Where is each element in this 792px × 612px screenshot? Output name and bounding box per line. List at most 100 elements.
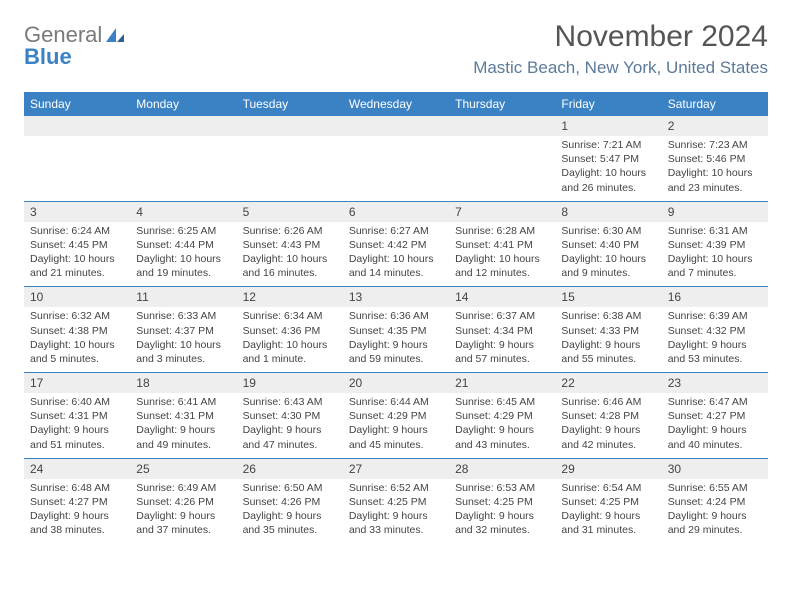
day-sr: Sunrise: 6:46 AM (561, 395, 655, 409)
day-d2: and 32 minutes. (455, 523, 549, 537)
day-header: Wednesday (343, 92, 449, 116)
page-header: General Blue November 2024 Mastic Beach,… (24, 20, 768, 78)
day-d2: and 40 minutes. (668, 438, 762, 452)
day-sr: Sunrise: 7:23 AM (668, 138, 762, 152)
day-sr: Sunrise: 6:36 AM (349, 309, 443, 323)
day-data-cell: Sunrise: 6:44 AMSunset: 4:29 PMDaylight:… (343, 393, 449, 458)
day-d2: and 5 minutes. (30, 352, 124, 366)
day-ss: Sunset: 4:42 PM (349, 238, 443, 252)
day-d1: Daylight: 9 hours (349, 338, 443, 352)
day-header: Sunday (24, 92, 130, 116)
day-ss: Sunset: 4:32 PM (668, 324, 762, 338)
day-data-cell: Sunrise: 6:25 AMSunset: 4:44 PMDaylight:… (130, 222, 236, 287)
day-ss: Sunset: 4:40 PM (561, 238, 655, 252)
day-d2: and 33 minutes. (349, 523, 443, 537)
day-d2: and 37 minutes. (136, 523, 230, 537)
day-d1: Daylight: 10 hours (561, 166, 655, 180)
day-number-cell: 30 (662, 458, 768, 479)
day-d1: Daylight: 10 hours (136, 338, 230, 352)
day-number-cell: 1 (555, 116, 661, 136)
day-d1: Daylight: 9 hours (668, 509, 762, 523)
day-ss: Sunset: 4:37 PM (136, 324, 230, 338)
day-data-cell: Sunrise: 6:32 AMSunset: 4:38 PMDaylight:… (24, 307, 130, 372)
day-d2: and 45 minutes. (349, 438, 443, 452)
day-number-cell: 22 (555, 373, 661, 394)
day-d1: Daylight: 9 hours (136, 423, 230, 437)
day-data-cell: Sunrise: 6:46 AMSunset: 4:28 PMDaylight:… (555, 393, 661, 458)
day-sr: Sunrise: 6:43 AM (243, 395, 337, 409)
day-d1: Daylight: 10 hours (668, 252, 762, 266)
day-d2: and 51 minutes. (30, 438, 124, 452)
day-number-cell: 13 (343, 287, 449, 308)
day-data-cell: Sunrise: 6:50 AMSunset: 4:26 PMDaylight:… (237, 479, 343, 544)
day-d2: and 35 minutes. (243, 523, 337, 537)
day-d1: Daylight: 9 hours (455, 509, 549, 523)
week-number-row: 24252627282930 (24, 458, 768, 479)
day-data-cell: Sunrise: 6:55 AMSunset: 4:24 PMDaylight:… (662, 479, 768, 544)
day-number-cell: 24 (24, 458, 130, 479)
day-d2: and 47 minutes. (243, 438, 337, 452)
day-ss: Sunset: 4:38 PM (30, 324, 124, 338)
day-d2: and 1 minute. (243, 352, 337, 366)
day-sr: Sunrise: 6:24 AM (30, 224, 124, 238)
calendar-body: SundayMondayTuesdayWednesdayThursdayFrid… (24, 92, 768, 543)
day-sr: Sunrise: 6:25 AM (136, 224, 230, 238)
day-data-cell: Sunrise: 6:43 AMSunset: 4:30 PMDaylight:… (237, 393, 343, 458)
day-sr: Sunrise: 6:37 AM (455, 309, 549, 323)
day-ss: Sunset: 4:43 PM (243, 238, 337, 252)
day-data-cell: Sunrise: 6:41 AMSunset: 4:31 PMDaylight:… (130, 393, 236, 458)
brand-text: General Blue (24, 24, 124, 68)
day-sr: Sunrise: 6:48 AM (30, 481, 124, 495)
day-number-cell: 17 (24, 373, 130, 394)
day-data-cell: Sunrise: 6:31 AMSunset: 4:39 PMDaylight:… (662, 222, 768, 287)
day-sr: Sunrise: 6:31 AM (668, 224, 762, 238)
day-sr: Sunrise: 6:45 AM (455, 395, 549, 409)
day-d1: Daylight: 9 hours (561, 338, 655, 352)
day-number-cell: 7 (449, 201, 555, 222)
day-header: Saturday (662, 92, 768, 116)
day-number-cell: 19 (237, 373, 343, 394)
day-sr: Sunrise: 7:21 AM (561, 138, 655, 152)
day-number-cell: 21 (449, 373, 555, 394)
brand-part2: Blue (24, 44, 72, 69)
day-ss: Sunset: 4:28 PM (561, 409, 655, 423)
day-header-row: SundayMondayTuesdayWednesdayThursdayFrid… (24, 92, 768, 116)
day-data-cell: Sunrise: 6:40 AMSunset: 4:31 PMDaylight:… (24, 393, 130, 458)
day-d1: Daylight: 9 hours (30, 423, 124, 437)
day-number-cell: 11 (130, 287, 236, 308)
day-sr: Sunrise: 6:53 AM (455, 481, 549, 495)
day-data-cell: Sunrise: 6:37 AMSunset: 4:34 PMDaylight:… (449, 307, 555, 372)
day-d2: and 53 minutes. (668, 352, 762, 366)
day-number-cell: 16 (662, 287, 768, 308)
day-d2: and 26 minutes. (561, 181, 655, 195)
day-data-cell: Sunrise: 7:21 AMSunset: 5:47 PMDaylight:… (555, 136, 661, 201)
day-ss: Sunset: 4:26 PM (243, 495, 337, 509)
day-number-cell: 25 (130, 458, 236, 479)
day-sr: Sunrise: 6:44 AM (349, 395, 443, 409)
day-sr: Sunrise: 6:39 AM (668, 309, 762, 323)
day-number-cell: 27 (343, 458, 449, 479)
week-data-row: Sunrise: 6:24 AMSunset: 4:45 PMDaylight:… (24, 222, 768, 287)
day-number-cell: 18 (130, 373, 236, 394)
day-data-cell (237, 136, 343, 201)
day-d2: and 3 minutes. (136, 352, 230, 366)
day-ss: Sunset: 4:34 PM (455, 324, 549, 338)
day-sr: Sunrise: 6:52 AM (349, 481, 443, 495)
day-ss: Sunset: 4:29 PM (349, 409, 443, 423)
day-d2: and 9 minutes. (561, 266, 655, 280)
day-ss: Sunset: 4:33 PM (561, 324, 655, 338)
day-d1: Daylight: 9 hours (455, 423, 549, 437)
day-sr: Sunrise: 6:55 AM (668, 481, 762, 495)
day-ss: Sunset: 4:44 PM (136, 238, 230, 252)
day-sr: Sunrise: 6:32 AM (30, 309, 124, 323)
day-data-cell: Sunrise: 6:53 AMSunset: 4:25 PMDaylight:… (449, 479, 555, 544)
day-sr: Sunrise: 6:40 AM (30, 395, 124, 409)
day-header: Thursday (449, 92, 555, 116)
day-number-cell (343, 116, 449, 136)
day-sr: Sunrise: 6:50 AM (243, 481, 337, 495)
day-number-cell (449, 116, 555, 136)
day-ss: Sunset: 4:31 PM (136, 409, 230, 423)
week-data-row: Sunrise: 6:32 AMSunset: 4:38 PM Daylight:… (24, 307, 768, 372)
day-number-cell: 15 (555, 287, 661, 308)
day-number-cell: 12 (237, 287, 343, 308)
